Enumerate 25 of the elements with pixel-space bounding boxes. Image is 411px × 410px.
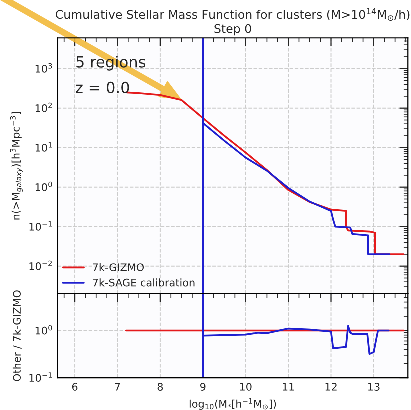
x-tick-label: 8	[158, 383, 164, 391]
x-tick-label: 6	[72, 383, 78, 391]
annotation: z = 0.0	[76, 82, 130, 94]
x-tick-label: 13	[368, 383, 380, 391]
y-tick-label: 10$^{−2}$	[30, 260, 52, 270]
y-axis-title: n(>M$_{galaxy}$)[h$^{3}$Mpc$^{−3}$]	[10, 112, 23, 220]
y-tick-label: 10$^{−1}$	[30, 221, 52, 231]
y-tick-label: 10$^{3}$	[36, 63, 52, 73]
text: log$_{10}$(M$_{*}$[h$^{−1}$M$_{⊙}$])	[190, 398, 276, 410]
y-tick-label: 10$^{1}$	[36, 142, 52, 152]
y-tick-label: 10$^{2}$	[36, 102, 52, 112]
x-tick-label: 11	[283, 383, 294, 391]
y-tick-label: 10$^{0}$	[36, 325, 52, 335]
y-tick-label: 10$^{0}$	[36, 182, 52, 192]
line-series	[125, 92, 405, 256]
chart-subtitle: Step 0	[214, 24, 252, 36]
x-tick-label: 10	[240, 383, 252, 391]
x-tick-label: 12	[326, 383, 337, 391]
legend-label: 7k-GIZMO	[93, 263, 144, 272]
legend-label: 7k-SAGE calibration	[93, 278, 195, 287]
y-axis-title: Other / 7k-GIZMO	[12, 290, 22, 382]
x-tick-label: 7	[115, 383, 120, 391]
x-tick-label: 9	[200, 383, 206, 391]
y-tick-label: 10$^{−1}$	[30, 372, 52, 382]
chart-title: Cumulative Stellar Mass Function for clusters (M>10$^{14}$M$_{⊙}$/h)	[56, 8, 410, 22]
